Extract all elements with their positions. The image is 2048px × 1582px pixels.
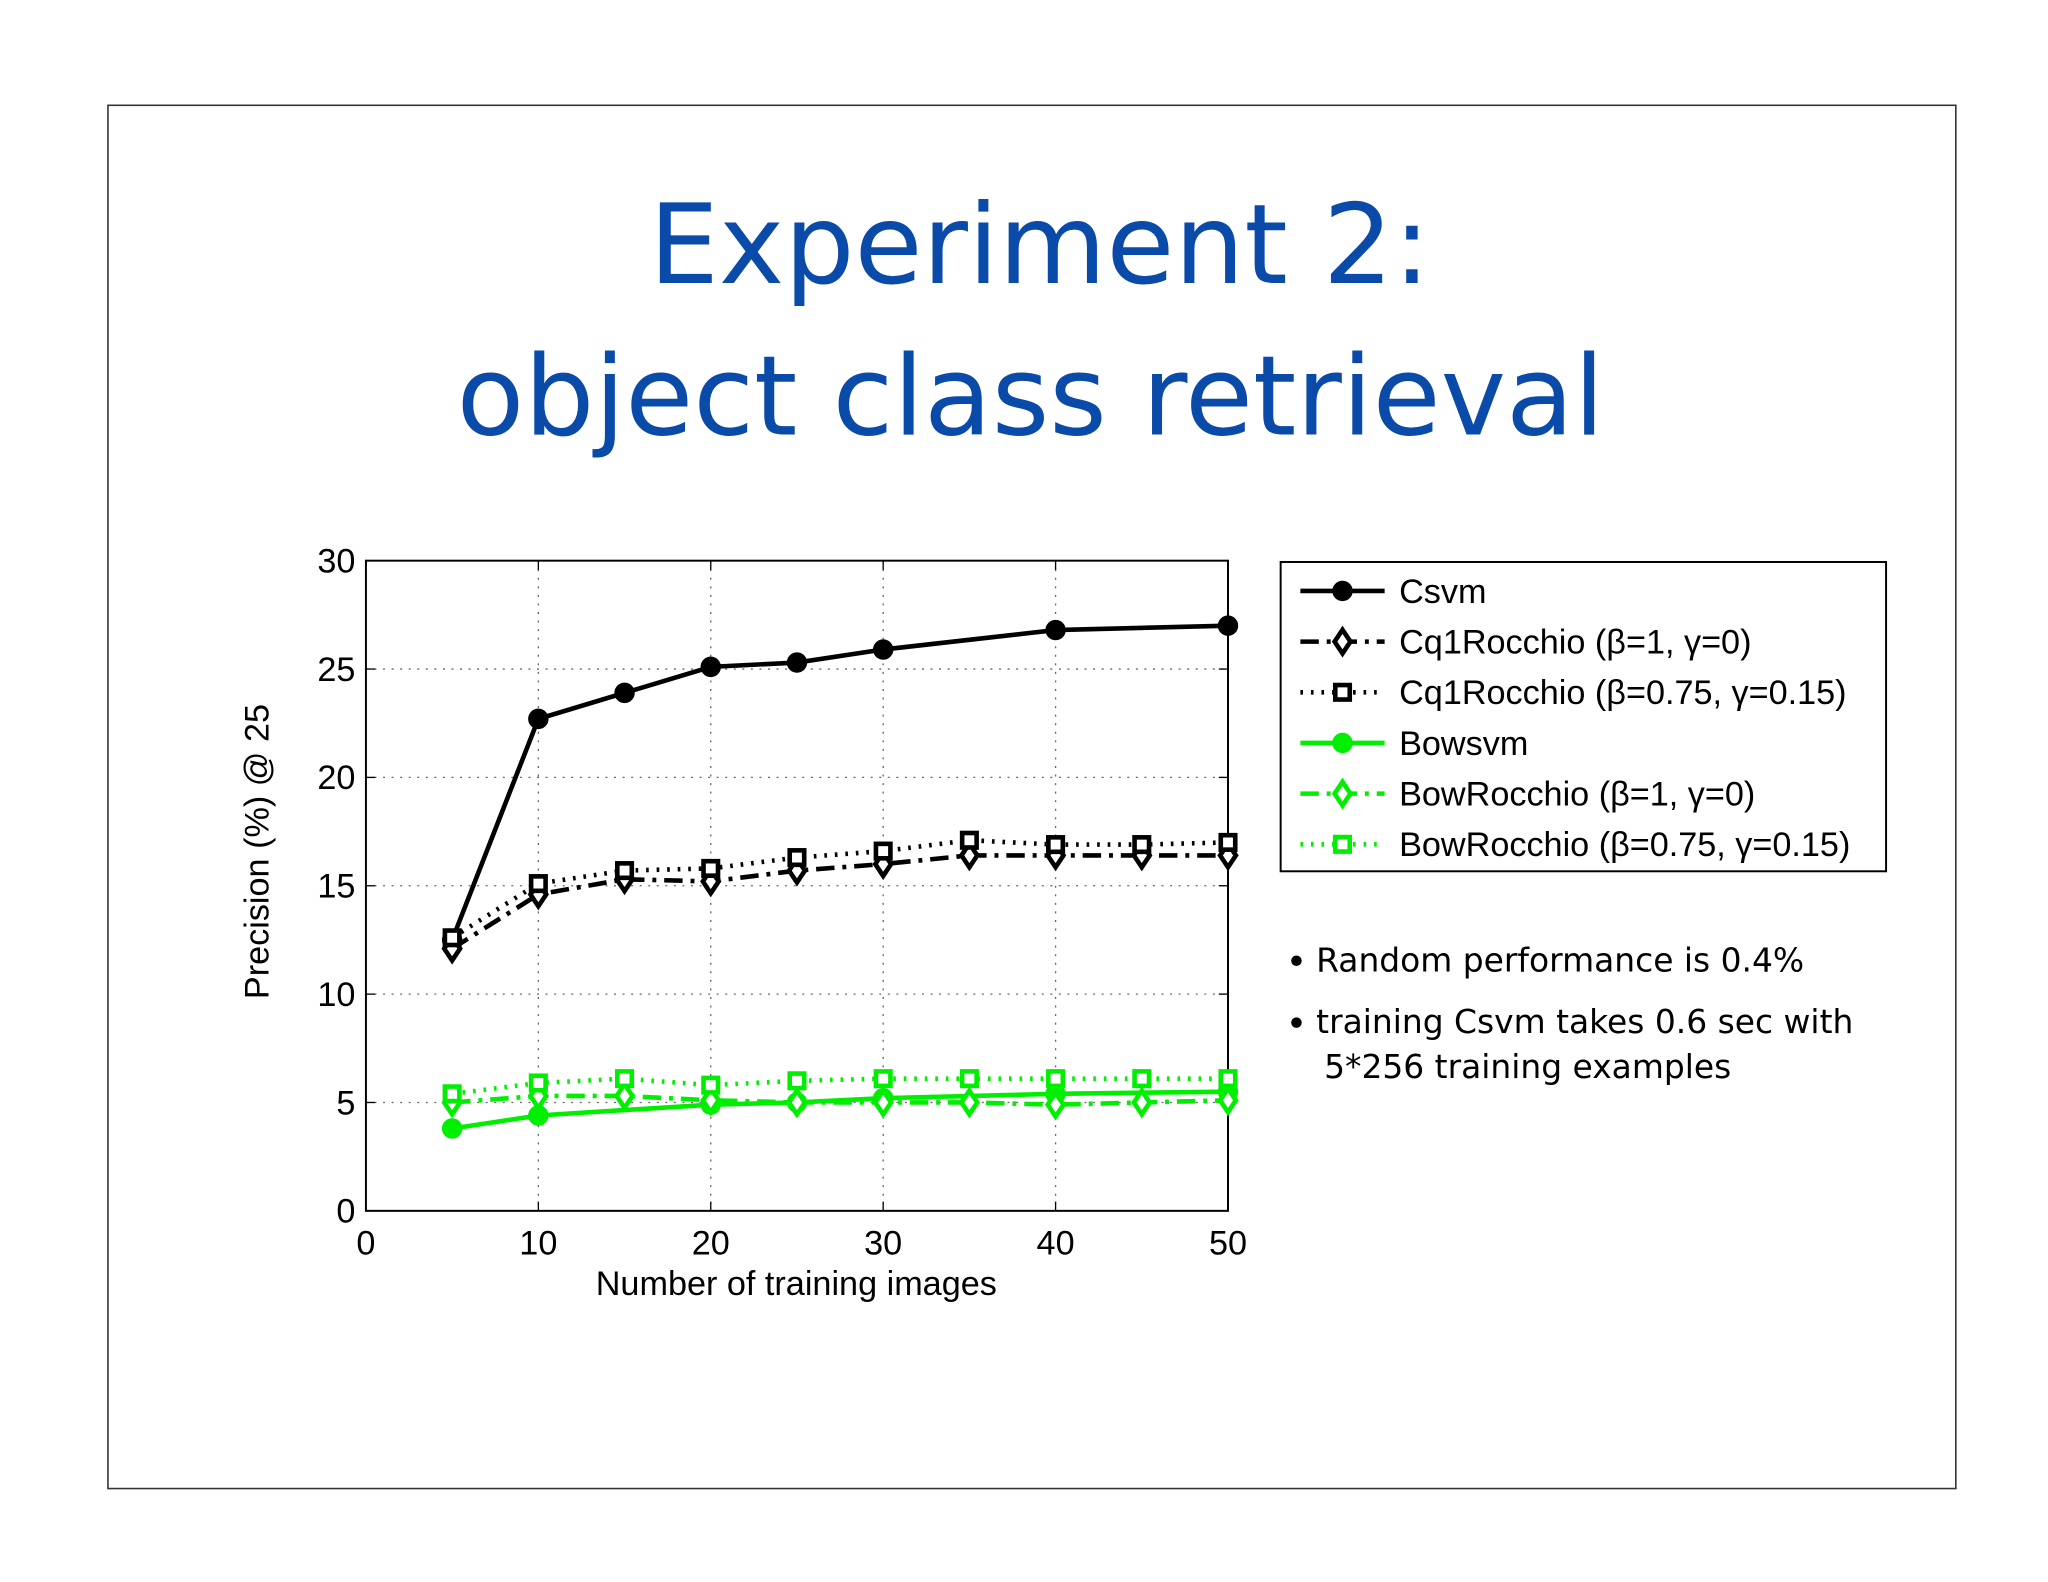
point <box>613 1079 636 1112</box>
point <box>1131 1086 1153 1119</box>
legend-marker <box>1331 777 1354 810</box>
point <box>528 874 548 894</box>
point <box>1044 1088 1067 1121</box>
y-tick-label: 15 <box>317 868 355 906</box>
x-tick-label: 40 <box>1037 1224 1075 1262</box>
legend-marker <box>1332 580 1353 602</box>
legend-label: BowRocchio (β=1, γ=0) <box>1399 775 1755 813</box>
legend-marker <box>1332 732 1353 754</box>
point <box>1046 1069 1066 1089</box>
series-line <box>451 1093 1229 1107</box>
point <box>701 858 721 878</box>
point <box>786 1086 808 1119</box>
point <box>873 841 893 861</box>
legend-marker <box>1331 625 1354 658</box>
plot-frame <box>364 559 1229 1212</box>
point <box>442 1084 462 1104</box>
point <box>615 861 635 881</box>
series-line <box>450 837 1229 940</box>
x-axis-label: Number of training images <box>596 1265 997 1303</box>
point <box>441 1118 463 1139</box>
legend-marker <box>1332 834 1353 854</box>
y-tick-label: 0 <box>336 1193 355 1231</box>
point <box>873 1069 893 1089</box>
point <box>1046 835 1066 855</box>
legend-marker <box>1332 682 1353 702</box>
point <box>1132 835 1152 855</box>
legend-label: Bowsvm <box>1399 725 1528 763</box>
title-line: object class retrieval <box>457 332 1605 461</box>
point <box>958 1086 981 1119</box>
point <box>872 1086 894 1119</box>
point <box>528 1073 548 1093</box>
title-line: Experiment 2: <box>649 181 1430 310</box>
y-axis-label: Precision (%) @ 25 <box>239 704 277 999</box>
point <box>1217 1084 1239 1117</box>
y-tick-label: 20 <box>317 759 355 797</box>
y-tick-label: 30 <box>317 543 355 581</box>
note-text: Random performance is 0.4% <box>1316 940 1804 979</box>
point <box>1217 615 1239 636</box>
point <box>959 1069 979 1089</box>
legend-label: Csvm <box>1399 573 1486 611</box>
series-line <box>449 623 1229 941</box>
note-text: 5*256 training examples <box>1324 1047 1731 1086</box>
point <box>615 1069 635 1089</box>
legend-box <box>1279 561 1888 873</box>
legend-label: Cq1Rocchio (β=0.75, γ=0.15) <box>1399 674 1846 712</box>
legend-label: Cq1Rocchio (β=1, γ=0) <box>1399 623 1751 661</box>
y-tick-label: 5 <box>336 1084 355 1122</box>
point <box>872 639 894 660</box>
point <box>701 1075 721 1095</box>
point <box>959 830 979 850</box>
point <box>700 656 721 678</box>
series-line <box>450 853 1229 951</box>
y-tick-label: 25 <box>317 651 355 689</box>
x-tick-label: 30 <box>864 1224 902 1262</box>
point <box>787 848 807 868</box>
x-tick-label: 50 <box>1209 1224 1247 1262</box>
bullet <box>1291 1017 1302 1028</box>
x-tick-label: 20 <box>692 1224 730 1262</box>
point <box>1045 619 1066 641</box>
point <box>1218 832 1238 852</box>
x-tick-label: 0 <box>356 1224 375 1262</box>
bullet <box>1291 955 1302 967</box>
point <box>787 1071 807 1091</box>
point <box>614 682 635 704</box>
point <box>786 652 808 673</box>
point <box>528 708 549 730</box>
point <box>442 928 462 948</box>
note-text: training Csvm takes 0.6 sec with <box>1316 1002 1853 1041</box>
x-tick-label: 10 <box>519 1224 557 1262</box>
y-tick-label: 10 <box>317 976 355 1014</box>
point <box>1132 1069 1152 1089</box>
point <box>1218 1069 1238 1089</box>
legend-label: BowRocchio (β=0.75, γ=0.15) <box>1399 826 1850 864</box>
